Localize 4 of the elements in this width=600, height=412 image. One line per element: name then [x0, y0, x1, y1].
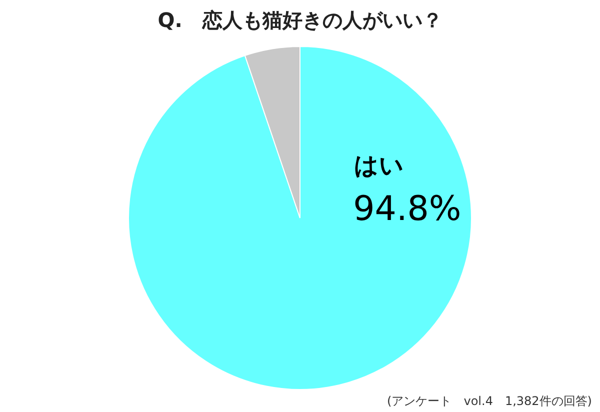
chart-title: Q. 恋人も猫好きの人がいい？: [158, 8, 442, 32]
slice-label: はい: [354, 152, 404, 180]
data-label: 94.8%: [353, 189, 462, 230]
text: (アンケート vol.4 1,382件の回答): [387, 394, 592, 408]
